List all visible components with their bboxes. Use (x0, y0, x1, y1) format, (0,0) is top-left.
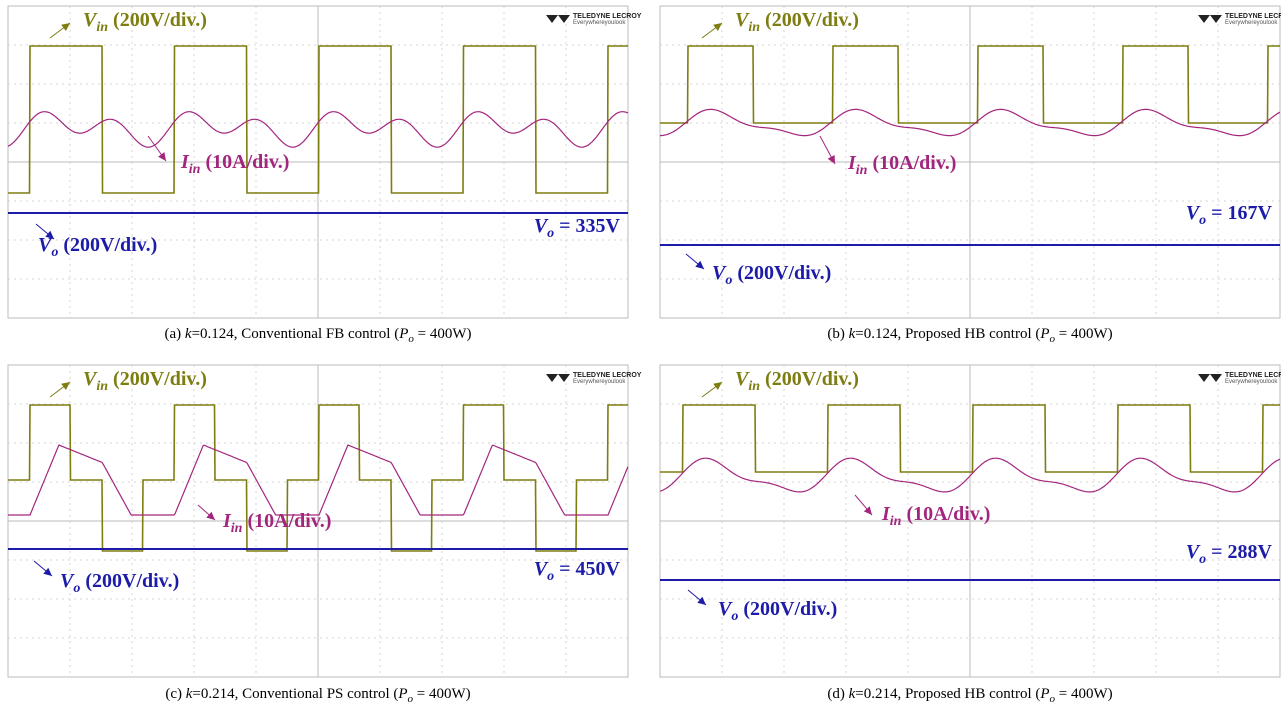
caption-text: =0.124, Conventional FB control ( (192, 326, 400, 342)
caption-p: P (398, 326, 408, 342)
caption-end: = 400W) (1055, 326, 1113, 342)
caption: (b) k=0.124, Proposed HB control (Po = 4… (827, 326, 1112, 345)
vin-label-text: (200V/div.) (108, 9, 207, 31)
iin-label-text: (10A/div.) (867, 152, 956, 174)
vo-reading-text: = 450V (554, 558, 620, 580)
iin-label-sub: in (189, 162, 201, 177)
logo-brand: TELEDYNE LECROY (1225, 13, 1281, 20)
vin-label-text: (200V/div.) (760, 368, 859, 390)
page: {"panels": [ {"vin": {"symbol": "V", "su… (0, 0, 1281, 713)
vo-label-text: (200V/div.) (80, 570, 179, 592)
logo-slogan: Everywhereyoulook (573, 20, 626, 26)
caption-text: =0.214, Proposed HB control ( (855, 686, 1040, 702)
caption-tag: (d) (827, 686, 848, 702)
logo-brand: TELEDYNE LECROY (1225, 372, 1281, 379)
caption-p: P (397, 686, 407, 702)
caption-end: = 400W) (414, 326, 472, 342)
caption-tag: (c) (165, 686, 185, 702)
caption: (d) k=0.214, Proposed HB control (Po = 4… (827, 686, 1112, 705)
iin-label-text: (10A/div.) (901, 503, 990, 525)
caption-p: P (1039, 686, 1049, 702)
figure: TELEDYNE LECROYEverywhereyoulookVin (200… (0, 0, 1281, 713)
vo-label-text: (200V/div.) (58, 234, 157, 256)
iin-label-sub: in (890, 514, 902, 529)
vo-label-text: (200V/div.) (738, 598, 837, 620)
vo-reading-text: = 335V (554, 215, 620, 237)
caption-p: P (1039, 326, 1049, 342)
vo-reading-sub: o (1199, 213, 1206, 228)
vin-label-sub: in (96, 379, 108, 394)
iin-label-sub: in (856, 163, 868, 178)
vo-label-sub: o (725, 273, 732, 288)
caption: (a) k=0.124, Conventional FB control (Po… (165, 326, 472, 345)
scope-panel: TELEDYNE LECROYEverywhereyoulookVin (200… (660, 6, 1281, 318)
logo-brand: TELEDYNE LECROY (573, 13, 642, 20)
vin-label-text: (200V/div.) (760, 9, 859, 31)
vo-label-text: (200V/div.) (732, 262, 831, 284)
logo-brand: TELEDYNE LECROY (573, 372, 642, 379)
caption-end: = 400W) (413, 686, 471, 702)
vo-reading-sub: o (547, 569, 554, 584)
caption-tag: (a) (165, 326, 185, 342)
vin-label-sub: in (748, 379, 760, 394)
vo-reading-sub: o (1199, 552, 1206, 567)
caption-text: =0.124, Proposed HB control ( (855, 326, 1040, 342)
logo-slogan: Everywhereyoulook (1225, 20, 1278, 26)
vin-label-text: (200V/div.) (108, 368, 207, 390)
caption-text: =0.214, Conventional PS control ( (192, 686, 398, 702)
caption-tag: (b) (827, 326, 848, 342)
vin-label-sub: in (748, 20, 760, 35)
vo-label-sub: o (731, 609, 738, 624)
vin-label-sub: in (96, 20, 108, 35)
vo-label-sub: o (51, 245, 58, 260)
iin-label-sub: in (231, 521, 243, 536)
caption: (c) k=0.214, Conventional PS control (Po… (165, 686, 470, 705)
vo-reading-text: = 288V (1206, 541, 1272, 563)
caption-end: = 400W) (1055, 686, 1113, 702)
logo-slogan: Everywhereyoulook (1225, 379, 1278, 385)
vo-reading-text: = 167V (1206, 202, 1272, 224)
logo-slogan: Everywhereyoulook (573, 379, 626, 385)
vo-label-sub: o (73, 581, 80, 596)
iin-label-text: (10A/div.) (242, 510, 331, 532)
iin-label-text: (10A/div.) (200, 151, 289, 173)
vo-reading-sub: o (547, 226, 554, 241)
